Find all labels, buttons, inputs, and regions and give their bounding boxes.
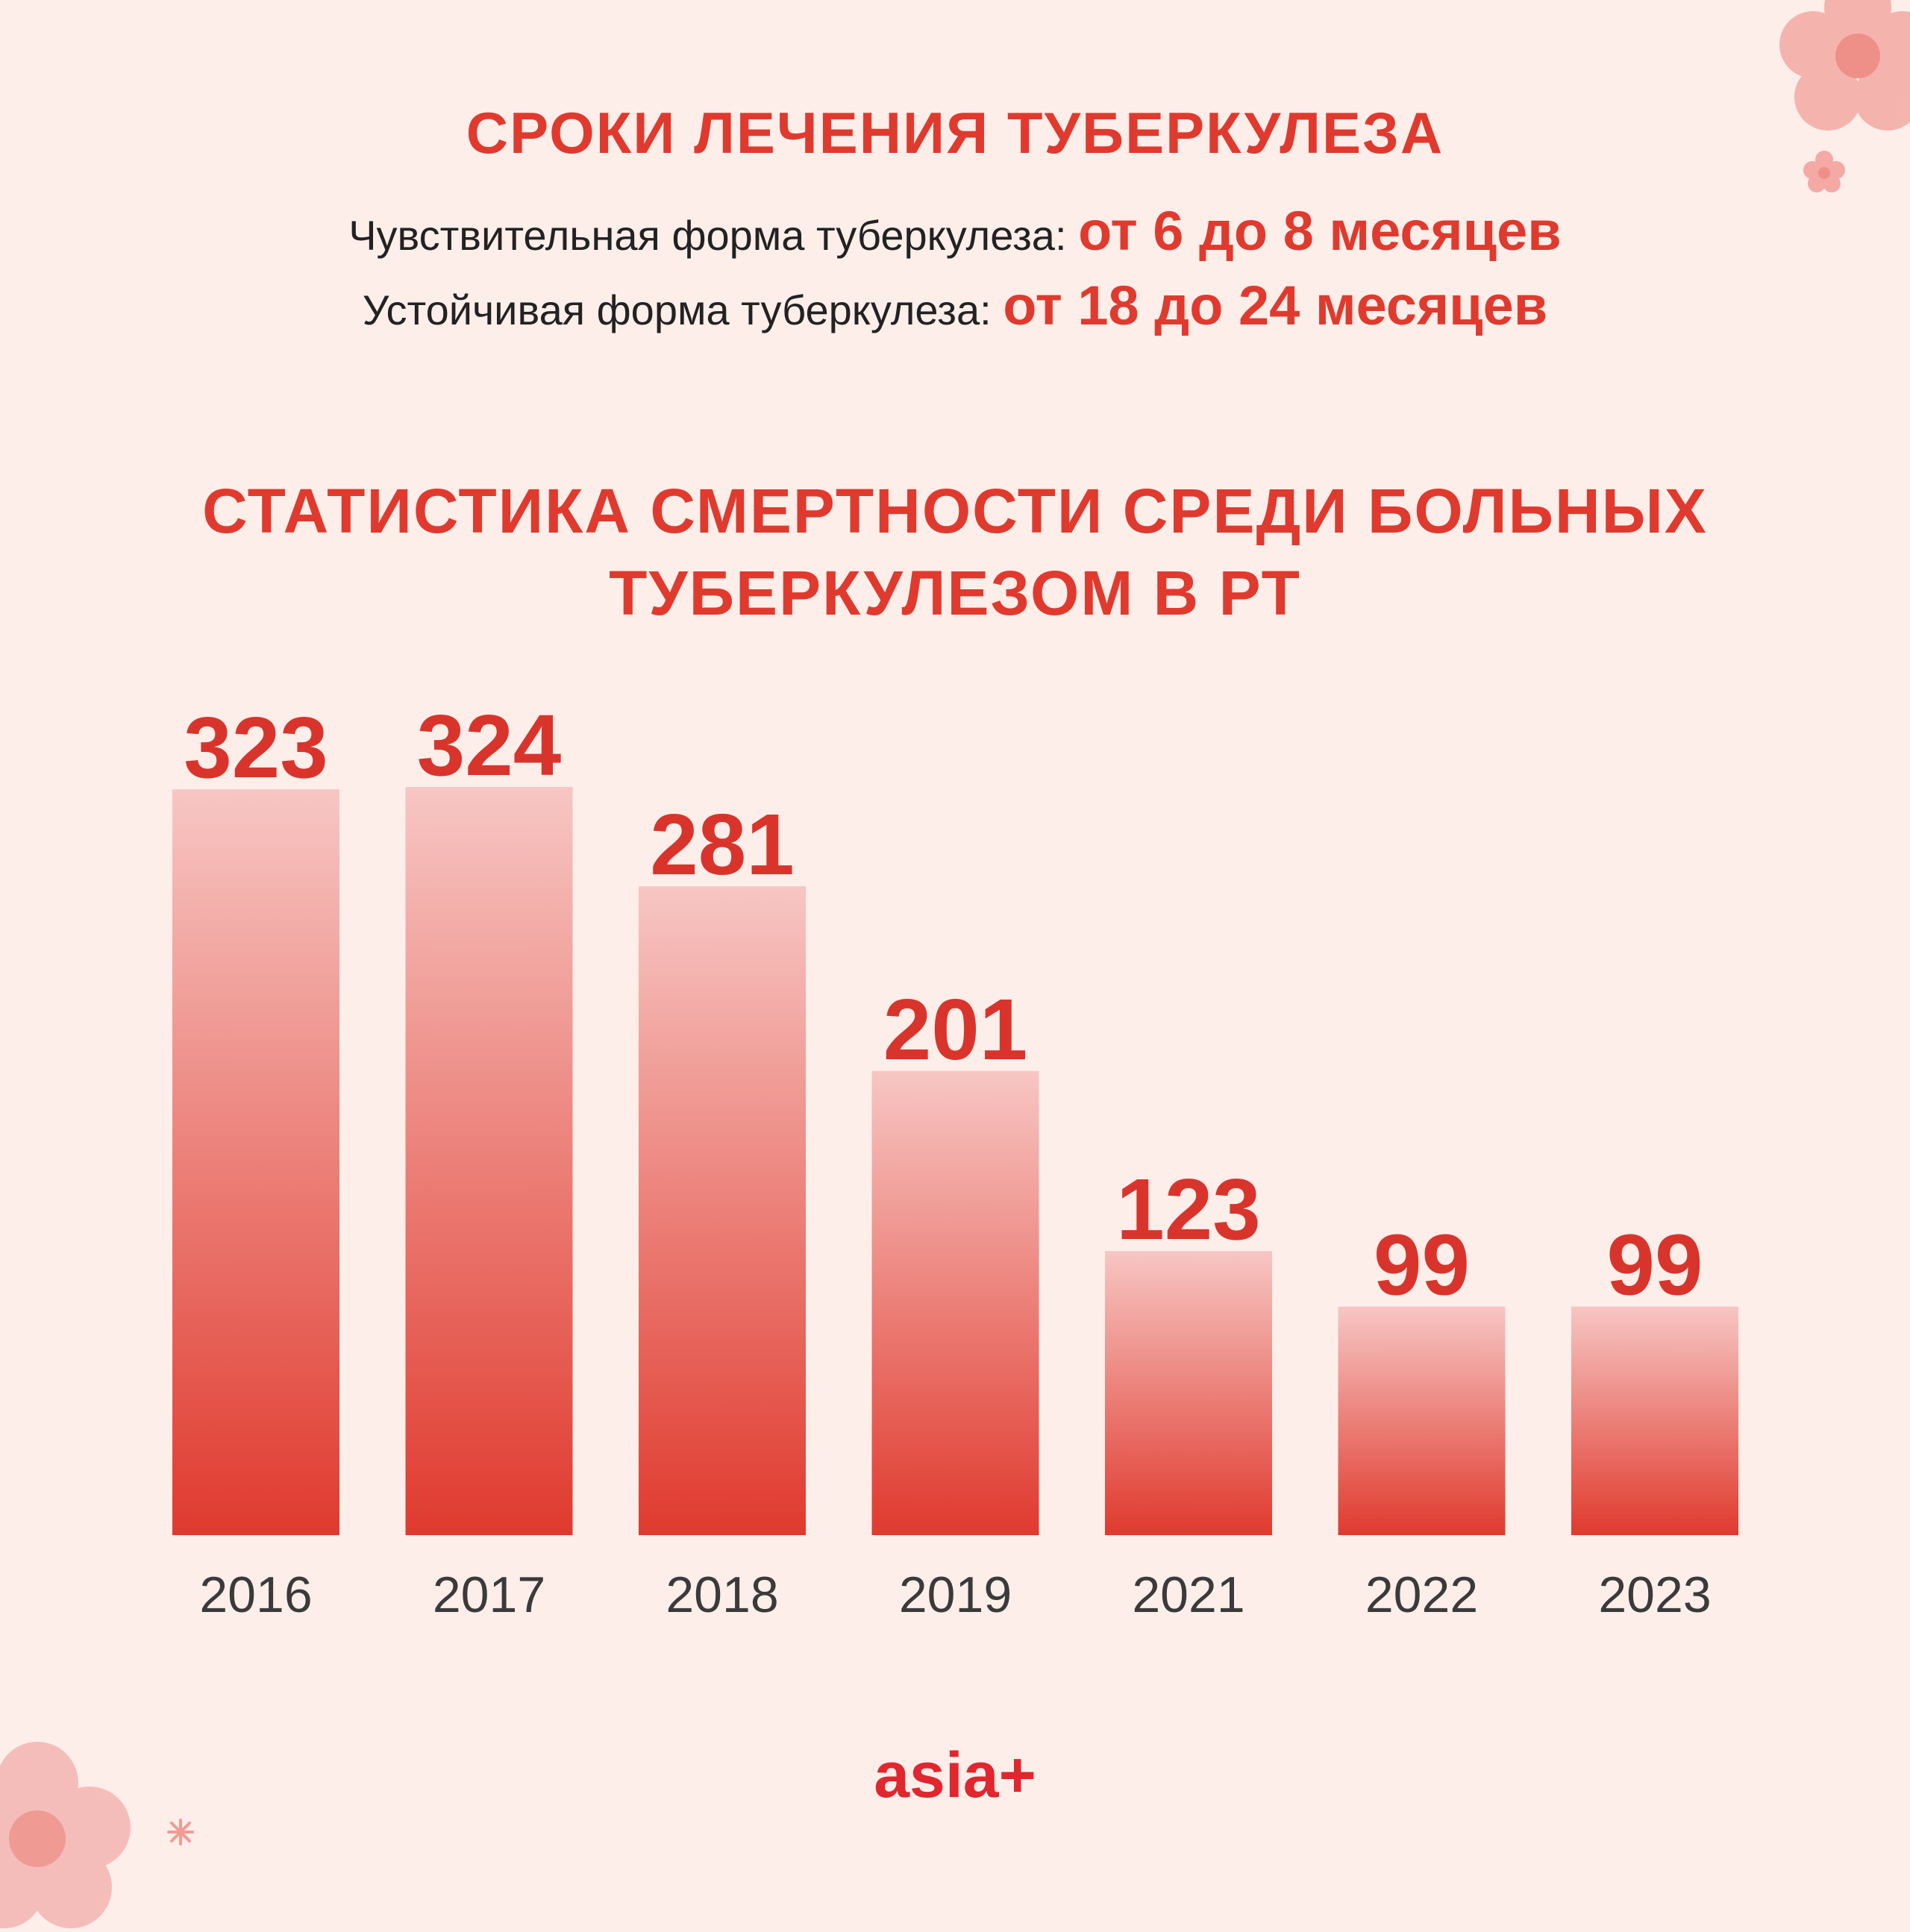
x-tick-label: 2019 bbox=[899, 1566, 1012, 1623]
duration-sensitive: Чувствительная форма туберкулеза: от 6 д… bbox=[0, 198, 1910, 269]
bar-2022 bbox=[1338, 1306, 1506, 1535]
x-tick-label: 2021 bbox=[1132, 1566, 1244, 1623]
data-label: 324 bbox=[417, 697, 562, 794]
x-tick-label: 2017 bbox=[433, 1566, 545, 1623]
bar-2023 bbox=[1571, 1306, 1738, 1535]
flower-decoration-icon bbox=[1779, 0, 1910, 131]
bar-2019 bbox=[871, 1070, 1039, 1535]
duration-value: от 6 до 8 месяцев bbox=[1078, 200, 1562, 262]
data-label: 123 bbox=[1116, 1161, 1261, 1258]
duration-label: Чувствительная форма туберкулеза: bbox=[348, 212, 1067, 259]
duration-value: от 18 до 24 месяцев bbox=[1003, 275, 1548, 336]
small-flower-icon bbox=[1803, 151, 1845, 192]
data-label: 281 bbox=[650, 796, 795, 893]
x-tick-label: 2023 bbox=[1598, 1566, 1711, 1623]
duration-resistant: Устойчивая форма туберкулеза: от 18 до 2… bbox=[0, 272, 1910, 344]
data-label: 99 bbox=[1606, 1217, 1703, 1314]
x-tick-label: 2022 bbox=[1365, 1566, 1478, 1623]
brand-logo: asia+ bbox=[0, 1738, 1910, 1813]
chart-title: СТАТИСТИКА СМЕРТНОСТИ СРЕДИ БОЛЬНЫХ ТУБЕР… bbox=[0, 470, 1910, 634]
duration-label: Устойчивая форма туберкулеза: bbox=[362, 286, 992, 333]
bar-2017 bbox=[405, 787, 573, 1535]
x-tick-label: 2016 bbox=[199, 1566, 312, 1623]
bar-2016 bbox=[172, 789, 339, 1535]
x-tick-label: 2018 bbox=[666, 1566, 778, 1623]
flower-decoration-icon bbox=[0, 1742, 131, 1928]
bar-2021 bbox=[1105, 1251, 1272, 1535]
data-label: 201 bbox=[883, 981, 1028, 1078]
data-label: 99 bbox=[1374, 1217, 1470, 1314]
bar-2018 bbox=[639, 886, 806, 1535]
chart-title-text: СТАТИСТИКА СМЕРТНОСТИ СРЕДИ БОЛЬНЫХ ТУБЕР… bbox=[202, 476, 1708, 628]
page-title: СРОКИ ЛЕЧЕНИЯ ТУБЕРКУЛЕЗА bbox=[466, 100, 1444, 166]
logo-text: asia+ bbox=[874, 1740, 1036, 1811]
bars-group: 323 2016 324 2017 281 2018 201 2019 123 2021 99 202… bbox=[172, 697, 1738, 1623]
sparkle-icon bbox=[167, 1819, 194, 1845]
data-label: 323 bbox=[184, 699, 328, 796]
